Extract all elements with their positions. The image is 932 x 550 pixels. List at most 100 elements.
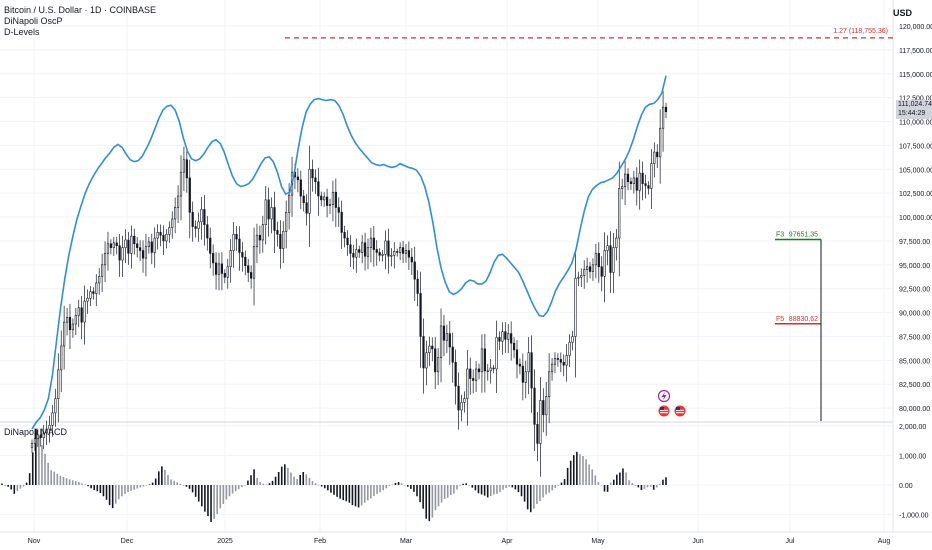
macd-axis[interactable]: -1,000.00 0.00 1,000.00 2,000.00 xyxy=(899,424,929,520)
macd-bar xyxy=(406,485,409,487)
candle-body xyxy=(401,247,405,254)
candle-body xyxy=(203,209,206,226)
candle-body xyxy=(229,250,232,268)
candle-body xyxy=(574,277,577,337)
macd-bar xyxy=(259,482,262,485)
macd-bar xyxy=(597,482,600,485)
candle xyxy=(641,161,644,201)
candle-body xyxy=(448,333,451,348)
candle xyxy=(118,233,121,277)
candle xyxy=(133,228,136,255)
macd-bar xyxy=(468,485,471,486)
candle-body xyxy=(153,237,156,253)
candle-body xyxy=(445,333,448,341)
macd-bar xyxy=(539,485,541,501)
price-axis[interactable]: 80,000.00 82,500.00 85,000.00 87,500.00 90,0… xyxy=(899,24,932,413)
macd-bar xyxy=(308,477,311,485)
price-tick-label: 97,500.00 xyxy=(899,239,930,246)
candle xyxy=(390,248,393,267)
candle xyxy=(130,225,133,269)
macd-bar xyxy=(416,485,418,497)
candle-body xyxy=(182,159,186,173)
indicator-oscp-label[interactable]: DiNapoli OscP xyxy=(4,16,63,26)
indicator-dlevels-label[interactable]: D-Levels xyxy=(4,27,40,37)
f3-value: 97651.35 xyxy=(789,231,818,238)
candle xyxy=(212,244,215,276)
candle xyxy=(401,240,405,263)
candle xyxy=(498,331,501,350)
currency-label[interactable]: USD xyxy=(892,8,912,18)
candle-body xyxy=(206,224,209,239)
candle-body xyxy=(355,249,358,258)
price-tick-label: 115,000.00 xyxy=(899,72,932,79)
macd-bar xyxy=(247,480,249,485)
macd-bar xyxy=(357,485,360,508)
candle xyxy=(203,194,206,246)
candle xyxy=(325,188,329,218)
candle xyxy=(419,271,422,368)
macd-bar xyxy=(262,483,265,485)
macd-pane-title[interactable]: DiNapoli MACD xyxy=(4,427,68,437)
candle-body xyxy=(127,239,130,254)
candle-body xyxy=(98,275,101,284)
candle-body xyxy=(212,253,215,264)
candle-body xyxy=(489,367,492,372)
macd-bar xyxy=(99,485,102,493)
macd-bar xyxy=(167,474,169,485)
macd-bar xyxy=(105,485,108,500)
candle-body xyxy=(358,249,361,253)
time-tick-label: May xyxy=(591,538,605,545)
candle-body xyxy=(626,173,630,183)
candle-body xyxy=(635,177,638,191)
macd-bar xyxy=(453,485,455,494)
macd-bar xyxy=(480,485,483,495)
time-axis[interactable]: Nov Dec 2025 Feb Mar Apr May Jun Jul Aug xyxy=(28,538,891,545)
bar-countdown: 15:44:29 xyxy=(898,110,926,117)
symbol-title[interactable]: Bitcoin / U.S. Dollar · 1D · COINBASE xyxy=(4,5,157,15)
candle xyxy=(217,252,221,291)
candle-body xyxy=(317,181,320,197)
candle-body xyxy=(536,424,539,444)
candle-body xyxy=(282,231,285,249)
macd-bar xyxy=(25,482,28,485)
macd-bar xyxy=(56,473,59,485)
candle xyxy=(136,236,139,258)
candle xyxy=(512,337,516,359)
macd-bar xyxy=(576,451,578,485)
candle-body xyxy=(521,365,524,383)
candle-body xyxy=(136,243,139,248)
macd-bar xyxy=(486,485,489,498)
candle-body xyxy=(439,325,443,358)
macd-bar xyxy=(394,482,397,485)
macd-bar xyxy=(44,453,46,485)
candle xyxy=(288,183,291,230)
candle-body xyxy=(71,323,75,331)
macd-bar xyxy=(19,485,22,489)
chart-legend: Bitcoin / U.S. Dollar · 1D · COINBASE Di… xyxy=(4,5,156,38)
macd-bar xyxy=(459,485,461,486)
candle-body xyxy=(591,264,595,272)
candle xyxy=(36,429,39,447)
candle xyxy=(255,223,259,264)
candle-body xyxy=(437,357,440,373)
macd-bar xyxy=(222,485,225,504)
macd-bar xyxy=(379,485,381,493)
macd-bar xyxy=(13,485,16,494)
candle xyxy=(109,239,112,255)
macd-bar xyxy=(373,485,375,496)
candle-body xyxy=(623,173,627,187)
candle-body xyxy=(410,256,413,263)
candle-body xyxy=(384,240,387,255)
macd-bar xyxy=(456,485,458,490)
macd-bar xyxy=(652,485,655,490)
candle xyxy=(372,226,375,267)
candle xyxy=(174,197,177,234)
grid xyxy=(0,0,893,532)
candle xyxy=(384,230,387,270)
candle xyxy=(448,321,451,365)
candle xyxy=(586,257,589,283)
macd-bar xyxy=(345,485,348,502)
candle xyxy=(179,155,183,221)
macd-bar xyxy=(142,485,145,487)
candle-body xyxy=(349,244,352,254)
